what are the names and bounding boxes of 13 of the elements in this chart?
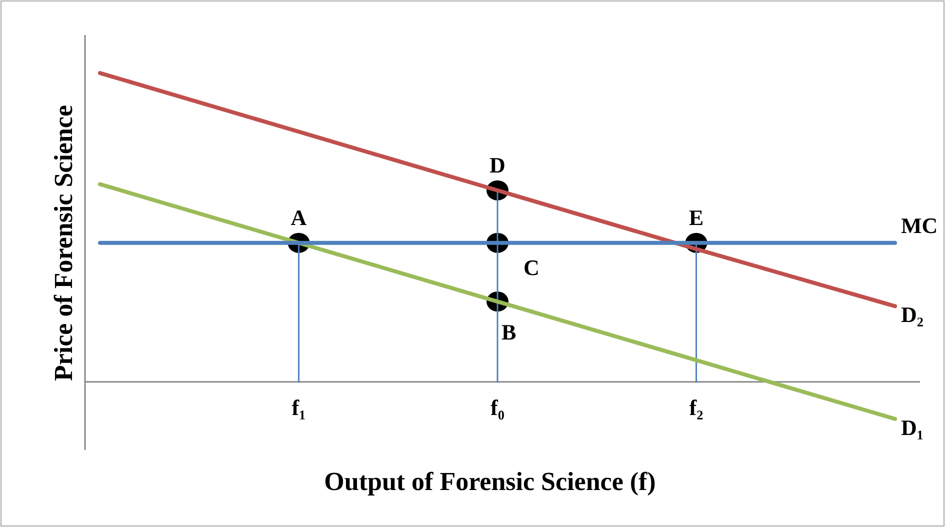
annotation: A xyxy=(290,204,307,230)
series-label: MC xyxy=(901,212,938,238)
annotation: E xyxy=(688,204,704,230)
annotation: C xyxy=(524,254,540,280)
annotation: B xyxy=(502,320,516,345)
annotation: D xyxy=(490,152,506,178)
series-label: D₁ xyxy=(901,414,924,440)
x-tick-label: f₁ xyxy=(292,395,306,420)
y-axis-title: Price of Forensic Science xyxy=(49,104,78,382)
x-tick-label: f₂ xyxy=(689,395,704,420)
x-axis-title: Output of Forensic Science (f) xyxy=(324,467,656,496)
x-tick-label: f₀ xyxy=(490,395,505,420)
series-label: D₂ xyxy=(901,302,924,328)
